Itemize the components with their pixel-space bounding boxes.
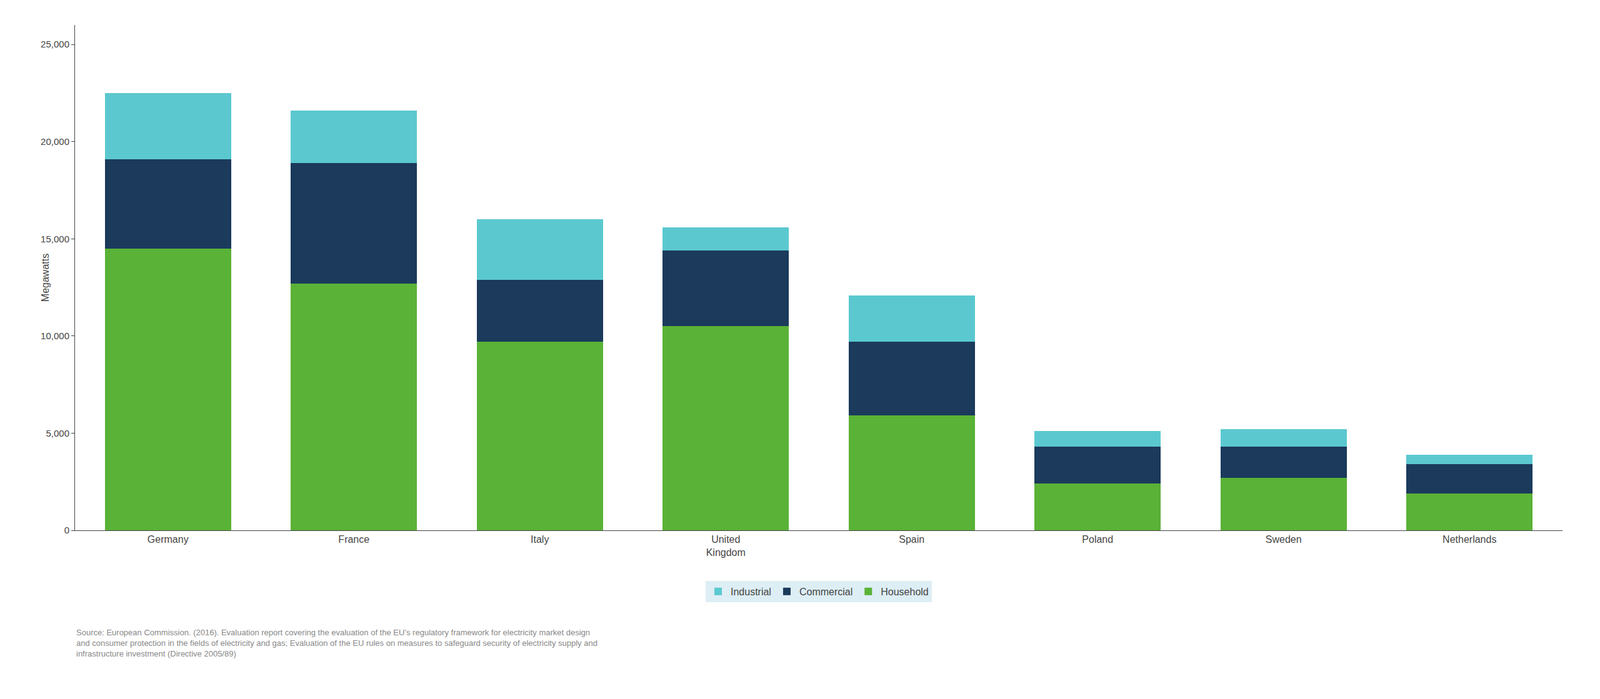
svg-text:Netherlands: Netherlands xyxy=(1442,534,1497,545)
svg-text:Sweden: Sweden xyxy=(1265,534,1302,545)
svg-text:Germany: Germany xyxy=(147,534,189,545)
svg-text:5,000: 5,000 xyxy=(45,428,70,439)
svg-text:25,000: 25,000 xyxy=(40,38,70,50)
svg-text:Spain: Spain xyxy=(898,534,925,545)
svg-text:Source: European Commission. (: Source: European Commission. (2016). Eva… xyxy=(76,628,598,659)
svg-text:20,000: 20,000 xyxy=(40,136,70,147)
svg-text:10,000: 10,000 xyxy=(40,330,70,342)
svg-text:Household: Household xyxy=(880,586,929,598)
svg-text:France: France xyxy=(338,534,370,545)
svg-text:Poland: Poland xyxy=(1081,534,1114,545)
svg-text:Megawatts: Megawatts xyxy=(40,253,51,302)
svg-text:0: 0 xyxy=(64,525,70,536)
svg-text:Italy: Italy xyxy=(530,534,549,545)
svg-text:Commercial: Commercial xyxy=(799,586,853,598)
svg-text:15,000: 15,000 xyxy=(40,233,70,245)
svg-text:Industrial: Industrial xyxy=(730,586,772,598)
svg-text:UnitedKingdom: UnitedKingdom xyxy=(706,534,746,559)
